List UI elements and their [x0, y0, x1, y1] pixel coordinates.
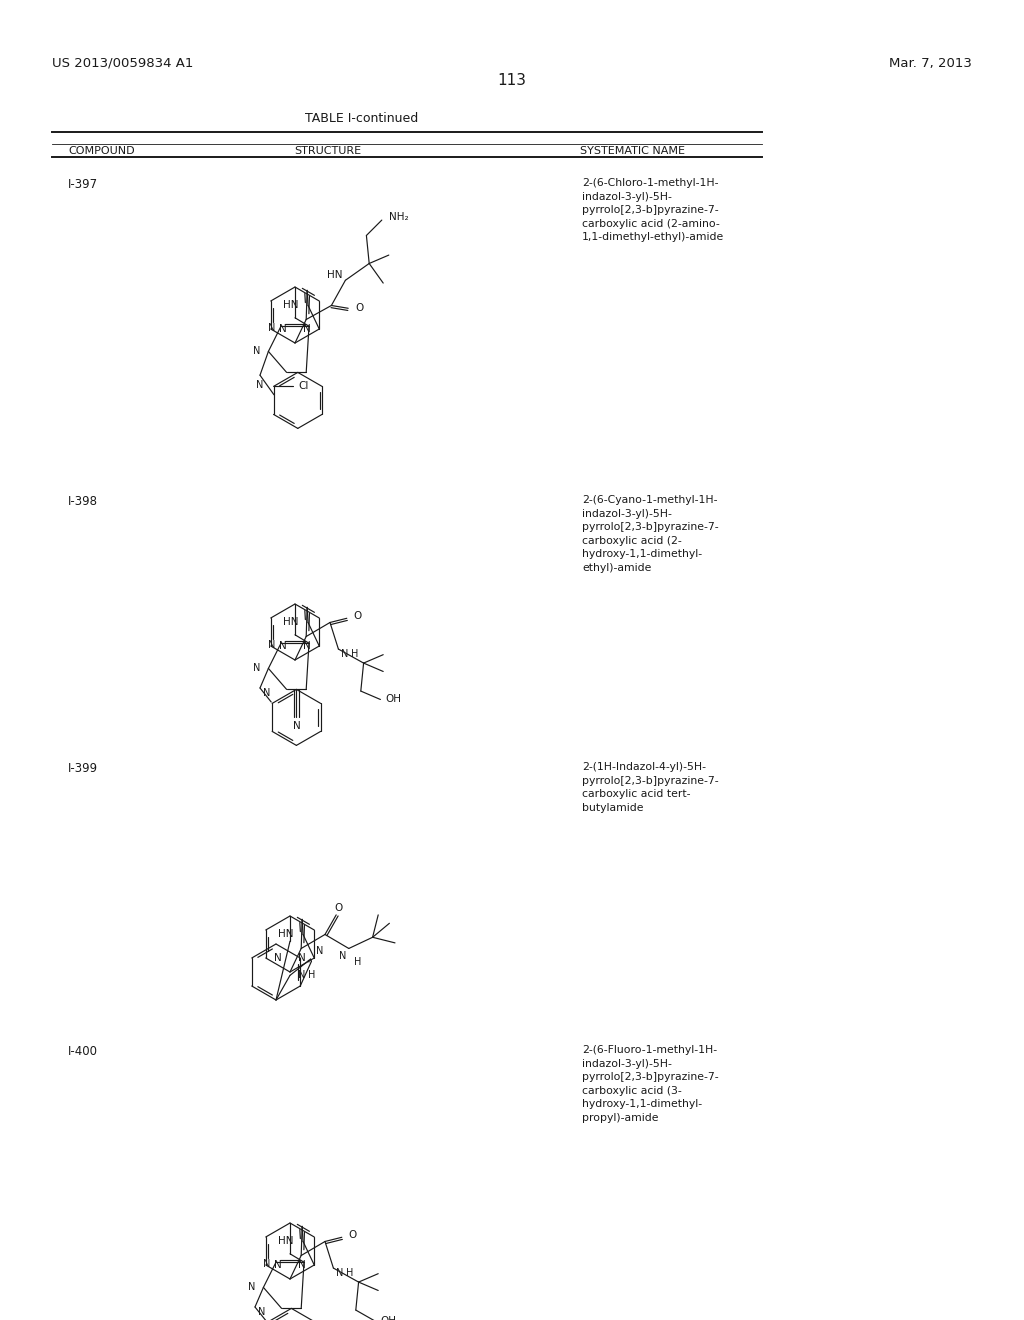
Text: HN: HN [283, 301, 298, 310]
Text: I-400: I-400 [68, 1045, 98, 1059]
Text: N: N [273, 1261, 282, 1270]
Text: N: N [248, 1283, 255, 1292]
Text: HN: HN [278, 929, 293, 940]
Text: I-399: I-399 [68, 762, 98, 775]
Text: US 2013/0059834 A1: US 2013/0059834 A1 [52, 57, 194, 70]
Text: N: N [256, 380, 264, 391]
Text: HN: HN [278, 1237, 293, 1246]
Text: N: N [339, 952, 347, 961]
Text: N: N [303, 642, 311, 651]
Text: H: H [346, 1269, 353, 1278]
Text: N: N [303, 323, 311, 334]
Text: HN: HN [283, 618, 298, 627]
Text: O: O [334, 903, 342, 913]
Text: O: O [349, 1230, 357, 1241]
Text: N: N [315, 946, 323, 956]
Text: 2-(6-Cyano-1-methyl-1H-
indazol-3-yl)-5H-
pyrrolo[2,3-b]pyrazine-7-
carboxylic a: 2-(6-Cyano-1-methyl-1H- indazol-3-yl)-5H… [582, 495, 719, 573]
Text: N: N [273, 953, 282, 964]
Text: N: N [279, 323, 287, 334]
Text: N: N [298, 970, 305, 981]
Text: N: N [337, 1269, 344, 1278]
Text: COMPOUND: COMPOUND [68, 145, 134, 156]
Text: Mar. 7, 2013: Mar. 7, 2013 [889, 57, 972, 70]
Text: STRUCTURE: STRUCTURE [295, 145, 361, 156]
Text: N: N [293, 722, 300, 731]
Text: H: H [354, 957, 361, 968]
Text: N: N [299, 953, 306, 964]
Text: 2-(6-Chloro-1-methyl-1H-
indazol-3-yl)-5H-
pyrrolo[2,3-b]pyrazine-7-
carboxylic : 2-(6-Chloro-1-methyl-1H- indazol-3-yl)-5… [582, 178, 724, 243]
Text: SYSTEMATIC NAME: SYSTEMATIC NAME [580, 145, 685, 156]
Text: 2-(6-Fluoro-1-methyl-1H-
indazol-3-yl)-5H-
pyrrolo[2,3-b]pyrazine-7-
carboxylic : 2-(6-Fluoro-1-methyl-1H- indazol-3-yl)-5… [582, 1045, 719, 1123]
Text: HN: HN [327, 271, 342, 280]
Text: OH: OH [380, 1316, 396, 1320]
Text: N: N [279, 642, 287, 651]
Text: H: H [308, 970, 315, 981]
Text: N: N [258, 1307, 265, 1317]
Text: 113: 113 [498, 73, 526, 88]
Text: N: N [263, 688, 270, 698]
Text: N: N [299, 1261, 306, 1270]
Text: I-398: I-398 [68, 495, 98, 508]
Text: N: N [267, 640, 275, 651]
Text: TABLE I-continued: TABLE I-continued [305, 112, 419, 125]
Text: O: O [355, 304, 364, 313]
Text: N: N [267, 323, 275, 333]
Text: N: N [253, 346, 260, 356]
Text: N: N [341, 649, 349, 659]
Text: H: H [351, 649, 358, 659]
Text: N: N [253, 664, 260, 673]
Text: OH: OH [385, 694, 401, 705]
Text: N: N [262, 1259, 270, 1270]
Text: 2-(1H-Indazol-4-yl)-5H-
pyrrolo[2,3-b]pyrazine-7-
carboxylic acid tert-
butylami: 2-(1H-Indazol-4-yl)-5H- pyrrolo[2,3-b]py… [582, 762, 719, 813]
Text: NH₂: NH₂ [389, 213, 409, 222]
Text: O: O [354, 611, 362, 622]
Text: Cl: Cl [298, 381, 308, 392]
Text: I-397: I-397 [68, 178, 98, 191]
